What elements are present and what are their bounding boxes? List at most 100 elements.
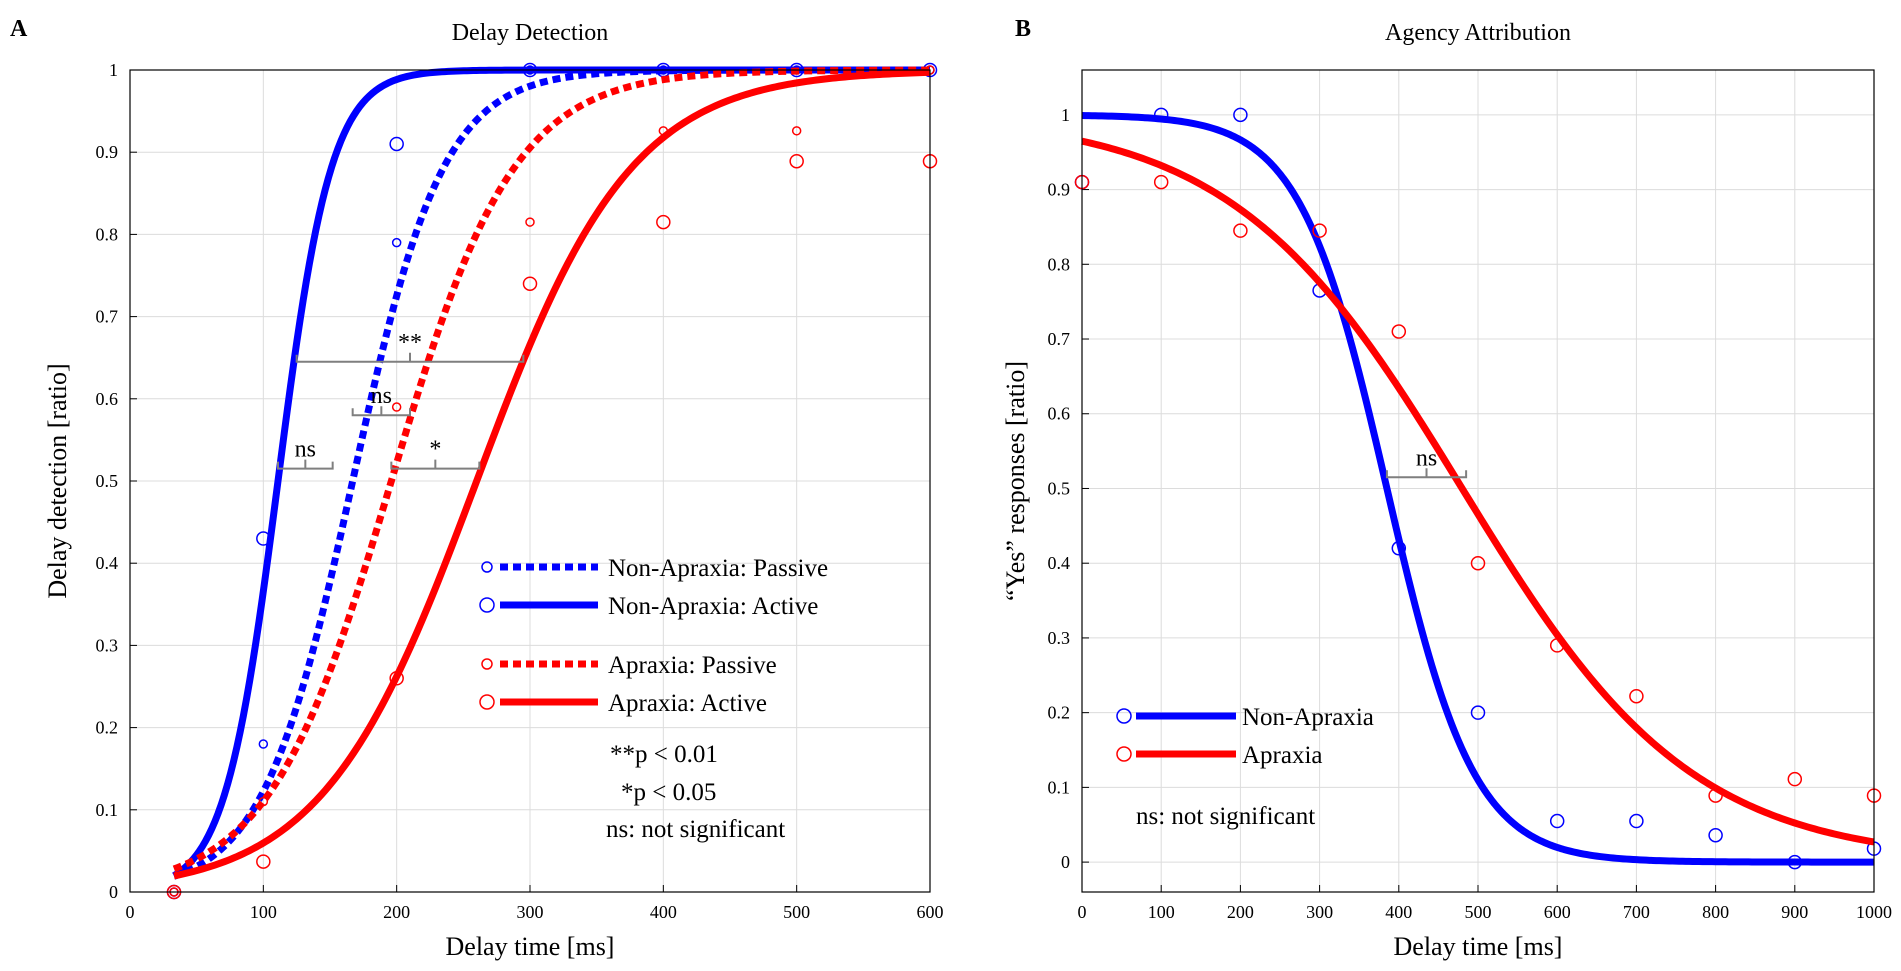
x-tick-label: 800: [1702, 902, 1729, 922]
chart-b-tick-labels: 0 100 200 300 400 500 600 700 800 900 1000 0 0.1 0.2 0…: [1048, 105, 1893, 922]
y-tick-label: 0.8: [1048, 254, 1071, 274]
data-point: [258, 739, 269, 749]
significance-bracket: [1385, 468, 1468, 479]
significance-label: ns: [295, 437, 316, 463]
chart-a-tick-labels: 0 100 200 300 400 500 600 0 0.1 0.2 0.3 0.4 0.5 0.6 0.…: [96, 60, 944, 922]
data-point: [1391, 541, 1407, 556]
y-tick-label: 1: [109, 60, 118, 80]
x-tick-label: 700: [1623, 902, 1650, 922]
data-point: [1233, 107, 1248, 123]
significance-bracket: [351, 406, 411, 417]
series-line-2: [172, 66, 931, 873]
legend-label: Non-Apraxia: Active: [608, 593, 818, 620]
y-tick-label: 0.7: [1048, 329, 1071, 349]
chart-b-series: [1074, 107, 1882, 870]
data-point: [1787, 854, 1803, 870]
chart-a-legend: Non-Apraxia: Passive Non-Apraxia: Active…: [479, 555, 828, 717]
chart-b-significance: ns: [1385, 445, 1468, 479]
significance-label: **: [398, 330, 422, 356]
legend-marker: [1116, 746, 1132, 762]
y-tick-label: 1: [1061, 105, 1070, 125]
y-tick-label: 0.9: [1048, 180, 1071, 200]
data-point: [1312, 223, 1327, 238]
x-tick-label: 100: [250, 902, 277, 922]
panel-a: A Delay Detection 0 100 200 300 400 500 600 0 0.…: [10, 16, 944, 961]
data-point: [1153, 174, 1169, 190]
significance-label: ns: [1416, 445, 1437, 471]
legend-marker: [1116, 708, 1132, 724]
data-point: [391, 237, 402, 248]
chart-a-frame: [129, 69, 931, 893]
x-tick-label: 500: [783, 902, 810, 922]
y-tick-label: 0.9: [96, 142, 119, 162]
x-tick-label: 900: [1781, 902, 1808, 922]
chart-a-title: Delay Detection: [452, 20, 609, 46]
legend-item-apraxia-passive: Apraxia: Passive: [481, 652, 777, 679]
y-tick-label: 0.5: [1048, 478, 1071, 498]
legend-item-non-apraxia: Non-Apraxia: [1116, 704, 1374, 731]
data-point: [522, 276, 538, 291]
x-tick-label: 300: [517, 902, 544, 922]
data-point: [256, 531, 271, 546]
data-point: [389, 136, 404, 152]
y-tick-label: 0.3: [96, 635, 119, 655]
chart-b-ylabel: “Yes” responses [ratio]: [1001, 361, 1030, 601]
y-tick-label: 0.2: [96, 718, 119, 738]
chart-b-title: Agency Attribution: [1385, 20, 1571, 46]
legend-item-apraxia: Apraxia: [1116, 742, 1323, 769]
data-point: [1549, 638, 1565, 653]
data-point: [525, 217, 535, 227]
legend-item-non-apraxia-active: Non-Apraxia: Active: [479, 593, 818, 620]
y-tick-label: 0.7: [96, 307, 119, 327]
x-tick-label: 500: [1465, 902, 1492, 922]
legend-marker: [481, 658, 493, 670]
data-point: [789, 153, 804, 169]
y-tick-label: 0: [1061, 852, 1070, 872]
legend-marker: [479, 694, 495, 710]
x-tick-label: 1000: [1856, 902, 1892, 922]
data-point: [1470, 555, 1486, 571]
y-tick-label: 0.2: [1048, 703, 1071, 723]
chart-a-xlabel: Delay time [ms]: [446, 932, 615, 961]
chart-a-notes: **p < 0.01 *p < 0.05 ns: not significant: [606, 741, 785, 843]
significance-bracket: [390, 459, 481, 470]
y-tick-label: 0.6: [1048, 404, 1071, 424]
x-tick-label: 0: [1078, 902, 1087, 922]
significance-label: ns: [371, 383, 392, 409]
significance-bracket: [295, 352, 525, 363]
chart-a-ylabel: Delay detection [ratio]: [43, 363, 72, 598]
x-tick-label: 200: [1227, 902, 1254, 922]
y-tick-label: 0.8: [96, 224, 119, 244]
note-p001: **p < 0.01: [610, 741, 718, 768]
data-point: [1708, 827, 1723, 843]
chart-b-xlabel: Delay time [ms]: [1394, 932, 1563, 961]
legend-label: Apraxia: [1242, 742, 1323, 769]
data-point: [1708, 788, 1723, 803]
legend-marker: [479, 597, 495, 613]
note-ns-b: ns: not significant: [1136, 803, 1315, 830]
y-tick-label: 0.6: [96, 389, 119, 409]
x-tick-label: 100: [1148, 902, 1175, 922]
y-tick-label: 0.1: [1048, 777, 1071, 797]
x-tick-label: 0: [126, 902, 135, 922]
chart-b-legend: Non-Apraxia Apraxia: [1116, 704, 1374, 769]
y-tick-label: 0.4: [96, 553, 119, 573]
legend-marker: [481, 561, 493, 573]
data-point: [258, 796, 269, 807]
data-point: [1470, 705, 1486, 720]
series-line-0: [1081, 112, 1875, 866]
y-tick-label: 0.5: [96, 471, 119, 491]
y-tick-label: 0.3: [1048, 628, 1071, 648]
data-point: [656, 214, 671, 230]
x-tick-label: 200: [383, 902, 410, 922]
legend-label: Non-Apraxia: [1242, 704, 1374, 731]
x-tick-label: 600: [917, 902, 944, 922]
x-tick-label: 400: [650, 902, 677, 922]
data-point: [1391, 324, 1407, 339]
x-tick-label: 600: [1544, 902, 1571, 922]
panel-label-b: B: [1015, 16, 1031, 42]
y-tick-label: 0.1: [96, 800, 119, 820]
y-tick-label: 0: [109, 882, 118, 902]
series-line-1: [1081, 137, 1875, 846]
data-point: [256, 854, 271, 869]
